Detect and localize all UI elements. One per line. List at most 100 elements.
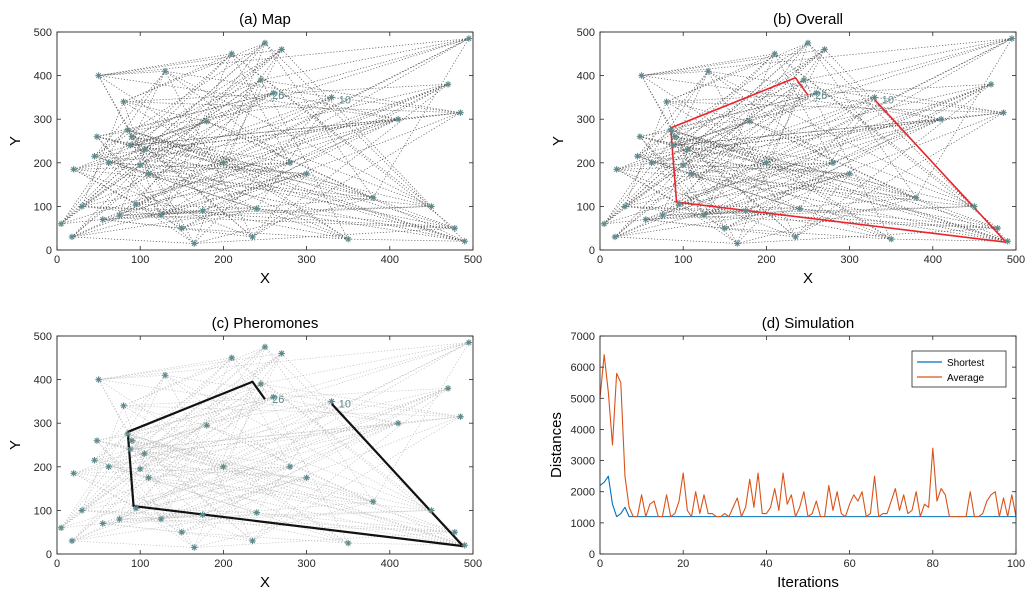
city-point	[161, 372, 169, 379]
y-tick-label: 500	[34, 331, 52, 343]
city-point	[157, 515, 165, 523]
path-edge	[624, 149, 688, 207]
path-edge	[202, 210, 349, 240]
x-tick-label: 400	[381, 558, 399, 570]
city-point	[461, 542, 468, 549]
path-edge	[252, 84, 449, 238]
city-point	[105, 159, 112, 166]
path-edge	[289, 388, 449, 468]
city-point	[888, 235, 895, 243]
path-edge	[223, 38, 469, 164]
path-edge	[703, 118, 942, 216]
city-point	[994, 225, 1001, 232]
city-label: 10	[339, 399, 351, 411]
city-point	[659, 211, 666, 219]
x-tick-label: 300	[297, 558, 315, 570]
path-edge	[96, 92, 274, 137]
path-edge	[624, 97, 875, 207]
path-edge	[708, 70, 875, 98]
path-edge	[127, 433, 374, 503]
path-edge	[603, 71, 709, 225]
path-edge	[160, 49, 282, 216]
city-point	[451, 225, 458, 232]
path-edge	[799, 97, 875, 209]
city-point	[792, 233, 799, 241]
path-edge	[131, 136, 183, 229]
path-edge	[194, 501, 374, 548]
path-edge	[666, 101, 1004, 114]
path-edge	[139, 79, 262, 166]
city-point	[127, 142, 134, 149]
path-edge	[60, 164, 141, 225]
path-edge	[123, 405, 461, 418]
x-tick-label: 100	[1007, 558, 1025, 570]
city-point	[145, 170, 152, 177]
path-edge	[81, 162, 291, 207]
path-edge	[674, 136, 975, 207]
path-edge	[160, 422, 399, 520]
path-edge	[98, 379, 195, 548]
path-edge	[673, 38, 1012, 146]
path-edge	[331, 401, 461, 418]
path-edge	[81, 383, 262, 511]
city-point	[137, 465, 144, 473]
city-point	[670, 142, 677, 149]
path-edge	[639, 136, 917, 199]
path-edge	[816, 38, 1012, 94]
city-point	[796, 205, 803, 212]
city-point	[428, 507, 435, 514]
path-edge	[73, 92, 274, 170]
path-edge	[256, 512, 465, 546]
path-edge	[127, 433, 465, 546]
path-edge	[624, 162, 834, 207]
path-edge	[98, 75, 133, 137]
path-edge	[372, 38, 470, 198]
x-tick-label: 20	[677, 558, 689, 570]
x-tick-label: 100	[131, 254, 149, 266]
city-point	[137, 161, 144, 169]
path-edge	[131, 136, 253, 238]
path-edge	[206, 92, 274, 122]
path-edge	[98, 374, 166, 380]
path-edge	[604, 118, 942, 225]
path-edge	[94, 155, 349, 240]
path-edge	[94, 459, 307, 479]
path-edge	[637, 129, 671, 157]
city-point	[261, 39, 269, 47]
path-edge	[140, 164, 455, 229]
path-edge	[273, 38, 469, 94]
city-point	[871, 94, 878, 101]
path-edge	[119, 79, 262, 216]
path-edge	[135, 477, 307, 509]
x-tick-label: 500	[464, 254, 482, 266]
path-edge	[624, 101, 667, 207]
path-edge	[102, 523, 253, 542]
path-edge	[774, 53, 998, 229]
city-point	[78, 507, 86, 514]
x-tick-label: 300	[840, 254, 858, 266]
path-edge	[102, 162, 291, 220]
path-edge	[670, 129, 1008, 242]
path-edge	[645, 219, 796, 238]
city-point	[671, 133, 679, 140]
path-edge	[96, 440, 374, 503]
path-edge	[687, 149, 892, 240]
path-edge	[131, 136, 432, 207]
y-tick-label: 400	[34, 375, 52, 387]
path-edge	[135, 42, 266, 205]
city-point	[704, 68, 712, 75]
path-edge	[119, 466, 224, 520]
y-tick-label: 400	[577, 71, 595, 83]
city-point	[937, 116, 945, 123]
city-point	[742, 207, 749, 214]
path-edge	[96, 136, 374, 199]
path-edge	[206, 121, 432, 207]
path-edge	[81, 466, 291, 511]
city-point	[270, 89, 277, 97]
path-edge	[123, 387, 449, 407]
path-edge	[71, 236, 195, 244]
path-edge	[260, 383, 349, 544]
path-edge	[799, 208, 1008, 242]
y-tick-label: 500	[577, 27, 595, 39]
path-edge	[281, 49, 432, 207]
